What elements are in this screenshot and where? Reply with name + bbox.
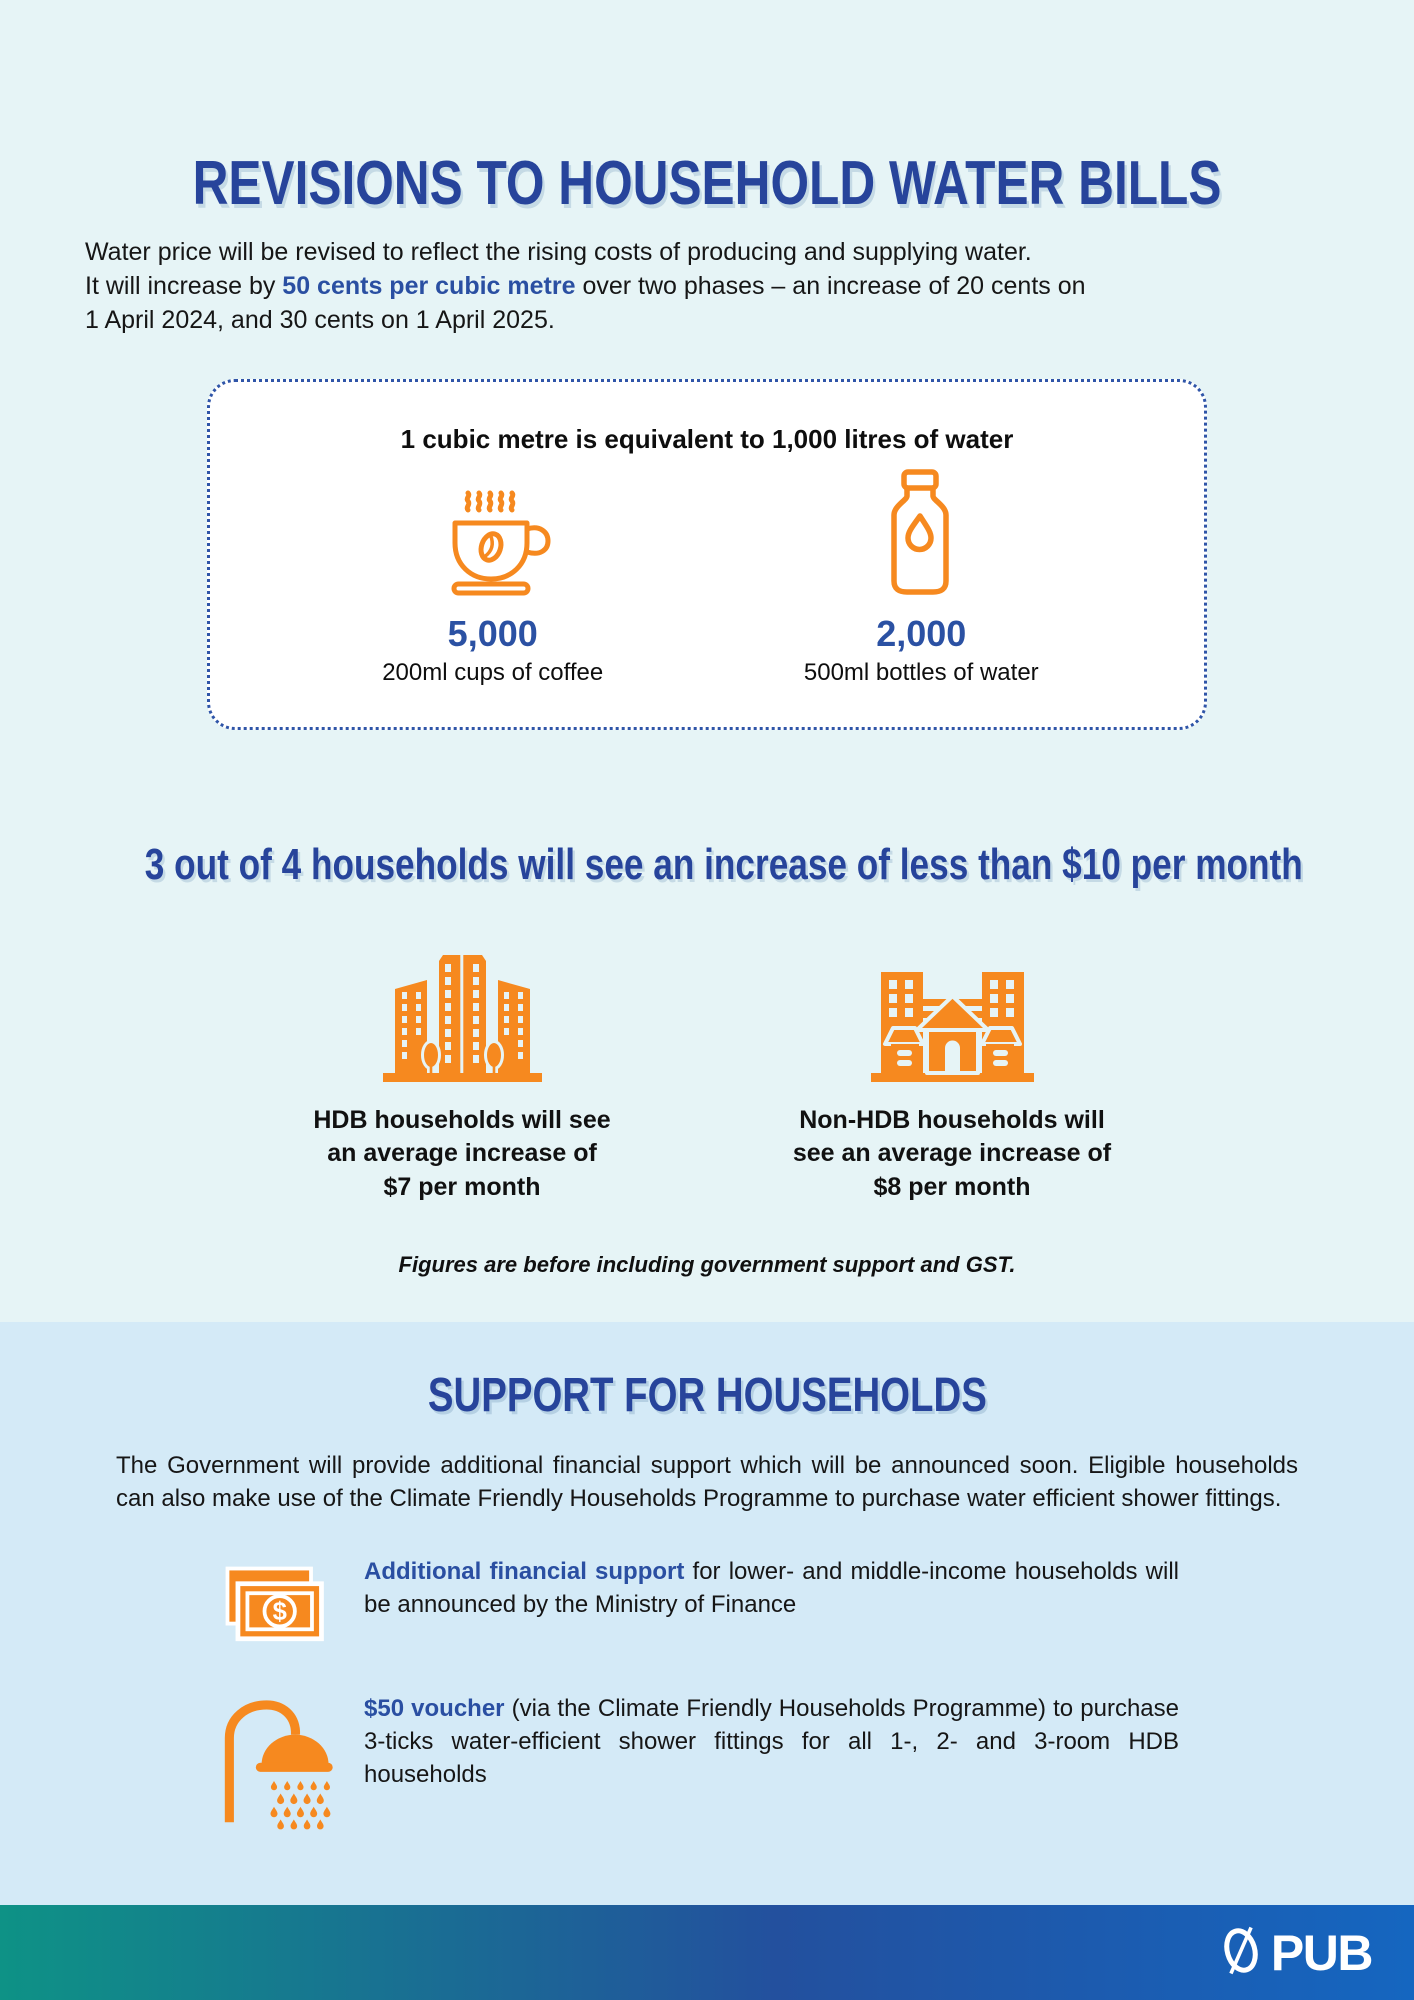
intro-line-3: 1 April 2024, and 30 cents on 1 April 20… <box>85 306 555 334</box>
pub-logo: PUB <box>1218 1922 1374 1984</box>
households-columns: HDB households will see an average incre… <box>0 942 1414 1204</box>
non-hdb-buildings-icon <box>865 942 1040 1084</box>
bullet-financial-support: $ Additional financial support for lower… <box>212 1555 1414 1658</box>
intro-line-2: It will increase by 50 cents per cubic m… <box>85 272 1086 300</box>
svg-text:$: $ <box>273 1598 287 1626</box>
footer-bar: PUB <box>0 1905 1414 2000</box>
households-heading-text: 3 out of 4 households will see an increa… <box>144 840 1303 889</box>
financial-support-text: Additional financial support for lower- … <box>364 1558 1179 1619</box>
coffee-label: 200ml cups of coffee <box>382 659 604 686</box>
pub-logo-text: PUB <box>1270 1924 1374 1981</box>
support-heading: SUPPORT FOR HOUSEHOLDS <box>0 1322 1414 1423</box>
shower-icon <box>212 1682 336 1832</box>
disclaimer-note: Figures are before including government … <box>398 1251 1016 1277</box>
equivalence-box: 1 cubic metre is equivalent to 1,000 lit… <box>207 379 1207 730</box>
pub-logo-swirl-icon <box>1218 1922 1264 1984</box>
intro-paragraph: Water price will be revised to reflect t… <box>85 235 1329 337</box>
bottle-count: 2,000 <box>876 613 967 654</box>
bottle-label: 500ml bottles of water <box>803 659 1039 686</box>
non-hdb-text: Non-HDB households will see an average i… <box>792 1106 1112 1201</box>
equivalence-item-coffee: 5,000 200ml cups of coffee <box>278 479 707 687</box>
hdb-buildings-icon <box>375 942 550 1084</box>
page-title: REVISIONS TO HOUSEHOLD WATER BILLS <box>0 0 1414 219</box>
intro-line-1: Water price will be revised to reflect t… <box>85 238 1032 266</box>
page-title-text: REVISIONS TO HOUSEHOLD WATER BILLS <box>192 149 1222 218</box>
bullet-voucher: $50 voucher (via the Climate Friendly Ho… <box>212 1682 1414 1832</box>
support-heading-text: SUPPORT FOR HOUSEHOLDS <box>427 1369 987 1422</box>
equivalence-columns: 5,000 200ml cups of coffee 2,000 <box>220 469 1194 687</box>
coffee-count: 5,000 <box>447 613 538 654</box>
equivalence-item-bottle: 2,000 500ml bottles of water <box>707 469 1136 687</box>
hdb-column: HDB households will see an average incre… <box>272 942 652 1204</box>
households-heading: 3 out of 4 households will see an increa… <box>0 840 1414 890</box>
water-bottle-icon <box>874 469 969 601</box>
coffee-cup-icon <box>418 479 568 601</box>
hdb-text: HDB households will see an average incre… <box>313 1106 611 1201</box>
voucher-text: $50 voucher (via the Climate Friendly Ho… <box>364 1695 1179 1789</box>
section-water-bill-revisions: REVISIONS TO HOUSEHOLD WATER BILLS Water… <box>0 0 1414 1277</box>
support-paragraph: The Government will provide additional f… <box>116 1452 1298 1513</box>
money-icon: $ <box>212 1555 336 1658</box>
equivalence-title: 1 cubic metre is equivalent to 1,000 lit… <box>400 424 1014 454</box>
non-hdb-column: Non-HDB households will see an average i… <box>762 942 1142 1204</box>
intro-highlight: 50 cents per cubic metre <box>282 272 576 300</box>
section-support-for-households: SUPPORT FOR HOUSEHOLDS The Government wi… <box>0 1322 1414 1905</box>
